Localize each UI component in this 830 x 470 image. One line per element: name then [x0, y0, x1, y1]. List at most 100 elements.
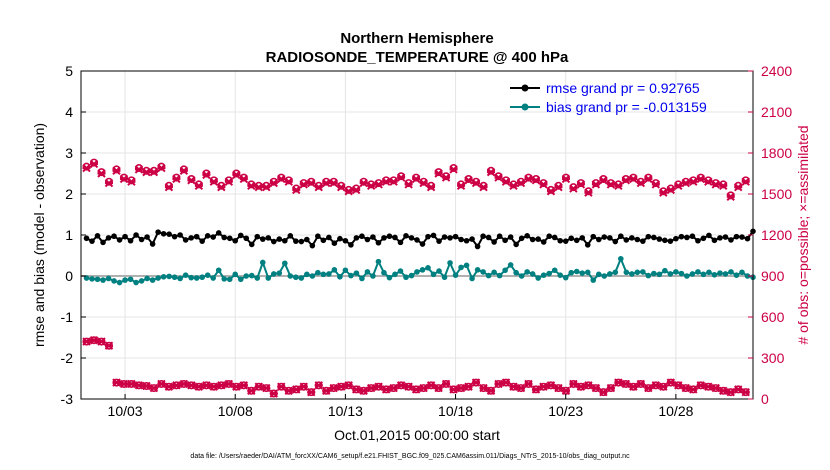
- obs-assimilated-marker: [569, 379, 578, 389]
- rmse-point: [717, 235, 723, 241]
- rmse-point: [248, 241, 255, 248]
- series-points: [83, 228, 756, 286]
- obs-assimilated-marker: [404, 180, 413, 189]
- obs-possible-marker: [194, 180, 203, 189]
- bias-point: [270, 271, 277, 277]
- obs-assimilated-marker: [689, 385, 698, 394]
- bias-point: [678, 270, 685, 277]
- rmse-point: [210, 234, 216, 240]
- rmse-point: [595, 236, 602, 243]
- rmse-point: [623, 237, 630, 243]
- rmse-point: [237, 232, 244, 239]
- bias-point: [342, 267, 349, 274]
- obs-possible-marker: [187, 174, 196, 183]
- rmse-point: [507, 234, 514, 240]
- bias-point: [584, 269, 591, 276]
- obs-assimilated-marker: [396, 381, 406, 390]
- obs-assimilated-marker: [149, 167, 159, 177]
- rmse-point: [309, 242, 316, 249]
- bias-point: [171, 274, 178, 281]
- obs-possible-marker: [382, 176, 391, 185]
- obs-assimilated-marker: [82, 163, 91, 173]
- rmse-point: [425, 233, 431, 240]
- obs-assimilated-marker: [449, 165, 458, 174]
- rmse-point: [673, 235, 679, 242]
- obs-assimilated-marker: [322, 386, 331, 396]
- x-axis-label: Oct.01,2015 00:00:00 start: [334, 427, 500, 443]
- obs-assimilated-marker: [411, 385, 421, 394]
- rmse-point: [337, 235, 343, 242]
- obs-possible-marker: [97, 168, 106, 177]
- obs-possible-marker: [719, 180, 728, 189]
- obs-possible-marker: [239, 173, 248, 182]
- rmse-point: [254, 233, 261, 240]
- obs-possible-marker: [284, 176, 293, 185]
- obs-assimilated-marker: [224, 379, 234, 389]
- obs-possible-marker: [681, 177, 690, 186]
- rmse-point: [392, 234, 398, 241]
- rmse-point: [447, 235, 453, 241]
- obs-assimilated-marker: [546, 381, 556, 390]
- obs-assimilated-marker: [524, 174, 533, 184]
- rmse-point: [700, 235, 707, 242]
- obs-assimilated-marker: [194, 382, 204, 391]
- obs-assimilated-marker: [277, 382, 286, 391]
- obs-possible-marker: [127, 176, 136, 185]
- bias-point: [276, 270, 283, 276]
- y-left-tick-label: 2: [65, 186, 73, 202]
- bias-point: [226, 276, 233, 283]
- bias-point: [237, 276, 244, 283]
- obs-assimilated-marker: [381, 177, 391, 186]
- obs-assimilated-marker: [569, 184, 578, 193]
- obs-assimilated-marker: [599, 176, 608, 185]
- obs-possible-marker: [502, 176, 511, 185]
- obs-possible-marker: [292, 184, 301, 193]
- obs-assimilated-marker: [501, 378, 511, 387]
- bias-point: [535, 275, 541, 281]
- rmse-point: [590, 233, 597, 240]
- obs-possible-marker: [269, 177, 278, 186]
- obs-assimilated-marker: [142, 167, 151, 177]
- bias-point: [618, 255, 624, 262]
- obs-assimilated-marker: [179, 166, 189, 175]
- bias-point: [144, 275, 150, 282]
- bias-point: [403, 274, 409, 281]
- bias-point: [248, 272, 255, 279]
- obs-assimilated-marker: [696, 381, 705, 390]
- obs-assimilated-marker: [644, 174, 653, 184]
- obs-possible-marker: [322, 177, 331, 186]
- bias-point: [447, 260, 453, 266]
- rmse-point: [612, 238, 619, 245]
- y-left-tick-label: -1: [61, 309, 74, 325]
- obs-assimilated-marker: [262, 182, 271, 192]
- obs-possible-marker: [202, 169, 211, 178]
- bias-point: [739, 269, 745, 276]
- bias-point: [513, 269, 519, 276]
- obs-assimilated-marker: [82, 337, 91, 346]
- obs-possible-marker: [164, 181, 173, 190]
- obs-possible-marker: [389, 176, 398, 185]
- x-tick-label: 10/18: [438, 403, 473, 419]
- rmse-point: [381, 235, 387, 241]
- y-right-tick-label: 900: [761, 268, 785, 284]
- rmse-point: [722, 234, 729, 240]
- bias-point: [507, 262, 514, 268]
- bias-point: [243, 273, 250, 279]
- obs-assimilated-marker: [576, 180, 586, 189]
- rmse-point: [111, 233, 117, 240]
- obs-assimilated-marker: [734, 182, 743, 192]
- obs-assimilated-marker: [89, 336, 99, 345]
- rmse-point: [546, 233, 552, 240]
- rmse-point: [326, 234, 332, 241]
- rmse-point: [160, 230, 167, 237]
- obs-assimilated-marker: [262, 383, 271, 393]
- obs-assimilated-marker: [142, 381, 151, 391]
- bias-point: [166, 273, 172, 280]
- obs-assimilated-marker: [666, 378, 676, 387]
- obs-assimilated-marker: [606, 383, 616, 393]
- obs-assimilated-marker: [591, 180, 601, 189]
- obs-possible-marker: [659, 187, 668, 196]
- obs-assimilated-marker: [741, 177, 750, 186]
- rmse-point: [94, 233, 101, 239]
- obs-assimilated-marker: [284, 177, 293, 186]
